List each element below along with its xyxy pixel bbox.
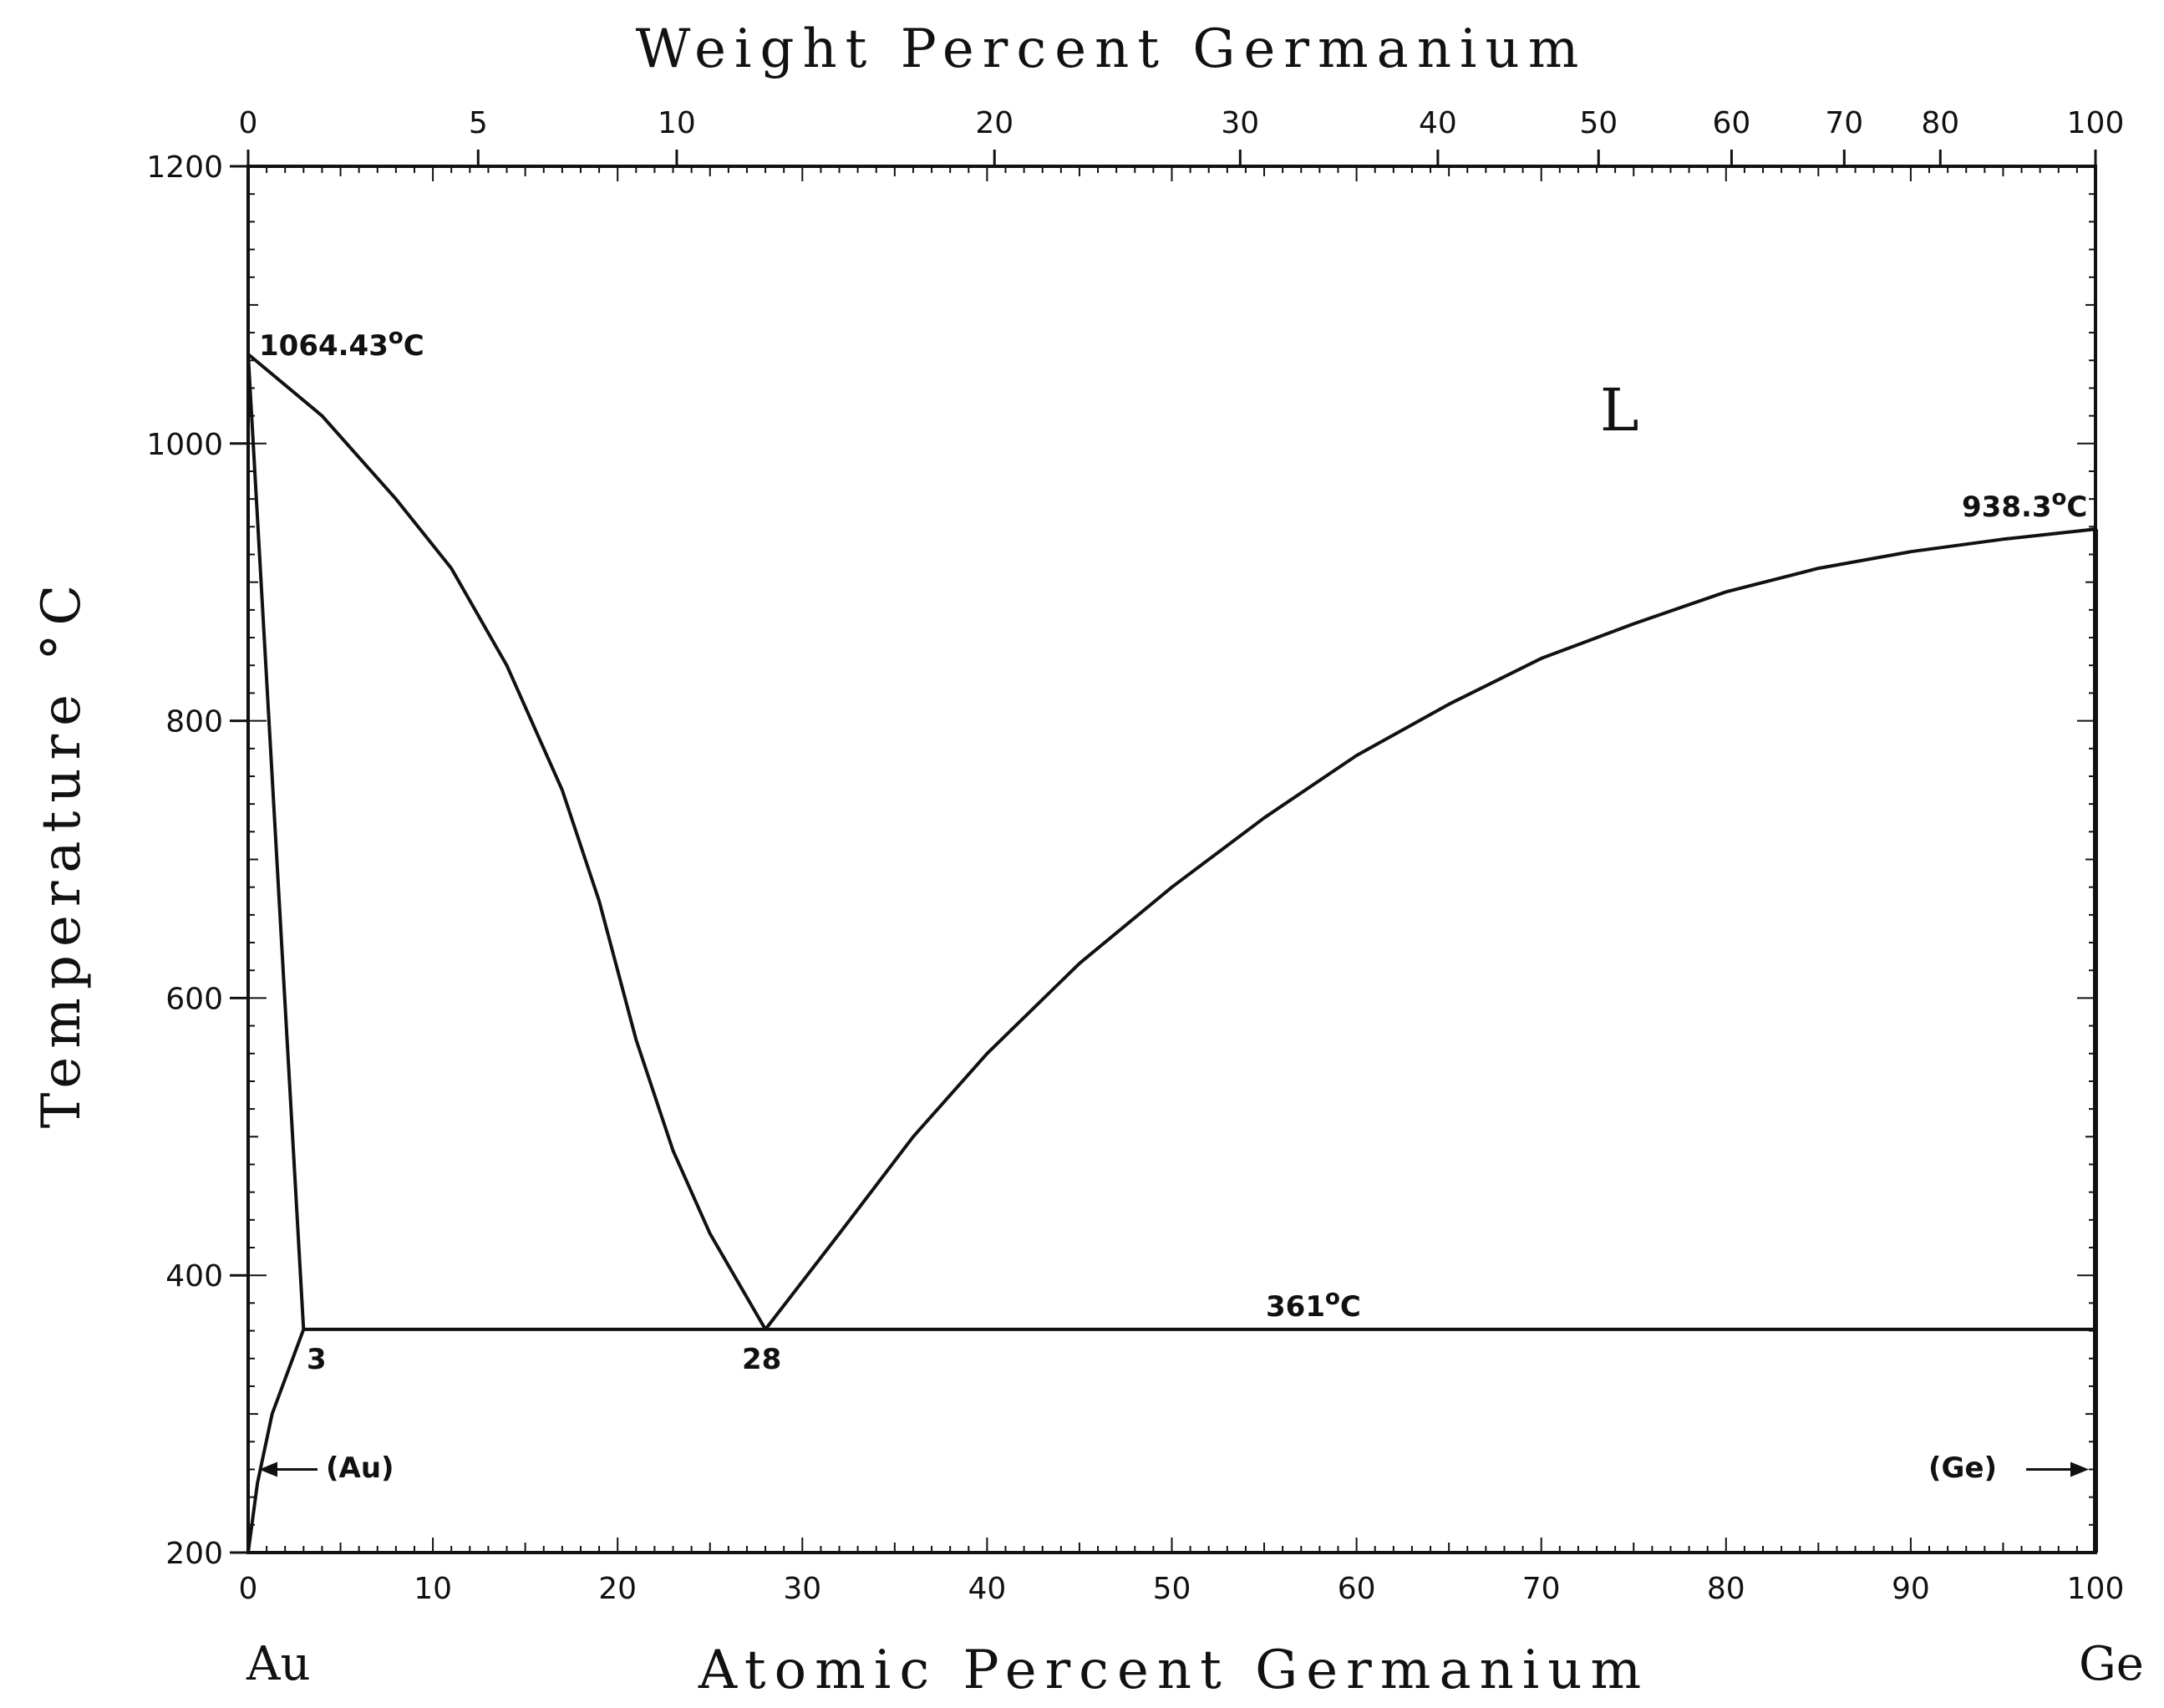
- phase-boundary-line: [246, 1329, 306, 1553]
- x-tick-label: 60: [1338, 1572, 1376, 1606]
- x-tick-label: 30: [783, 1572, 821, 1606]
- x-tick-label: 10: [414, 1572, 452, 1606]
- phase-label-ge: (Ge): [1928, 1451, 1997, 1485]
- x-tick-label: 20: [598, 1572, 637, 1606]
- minor-ticks: [247, 165, 2096, 1553]
- ge-arrow-head: [2070, 1461, 2089, 1477]
- annotation-ge-melting-value: 938.3: [1962, 491, 2052, 524]
- y-tick-label: 400: [165, 1259, 223, 1294]
- annotation-degree-sign: o: [389, 324, 404, 349]
- top-tick-label: 60: [1713, 106, 1751, 140]
- annotation-unit: C: [2066, 491, 2087, 524]
- annotation-ge-melting-point: 938.3oC: [1962, 485, 2087, 524]
- phase-boundary-line: [764, 527, 2096, 1331]
- annotation-degree-sign: o: [2052, 485, 2067, 511]
- top-tick-label: 0: [239, 106, 258, 140]
- bottom-axis-title: Atomic Percent Germanium: [698, 1639, 1649, 1701]
- au-arrow-head: [259, 1461, 277, 1477]
- top-tick-label: 100: [2067, 106, 2125, 140]
- top-tick-label: 80: [1921, 106, 1959, 140]
- x-tick-label: 100: [2067, 1572, 2125, 1606]
- y-tick-label: 200: [165, 1537, 223, 1571]
- top-tick-label: 30: [1221, 106, 1259, 140]
- annotation-degree-sign: o: [1325, 1285, 1340, 1310]
- phase-label-au: (Au): [326, 1451, 394, 1485]
- annotation-unit: C: [404, 329, 424, 363]
- top-tick-label: 10: [658, 106, 696, 140]
- phase-boundary-line: [246, 353, 767, 1330]
- annotation-eutectic-value: 361: [1266, 1290, 1325, 1324]
- y-tick-label: 1000: [146, 428, 223, 462]
- top-tick-label: 50: [1579, 106, 1618, 140]
- tick-labels: 0 10 20 30 40 50 60 70 80 90 100200400600800100012…: [146, 106, 2124, 1606]
- phase-boundaries: [246, 353, 2098, 1553]
- top-tick-label: 70: [1825, 106, 1863, 140]
- major-ticks: [230, 150, 2097, 1554]
- phase-arrows: [259, 1461, 2089, 1477]
- annotation-au-melting-value: 1064.43: [259, 329, 389, 363]
- x-tick-label: 80: [1707, 1572, 1745, 1606]
- x-tick-label: 90: [1892, 1572, 1930, 1606]
- element-label-au: Au: [246, 1637, 311, 1691]
- annotation-composition-28: 28: [742, 1343, 781, 1376]
- y-tick-label: 1200: [146, 150, 223, 185]
- x-tick-label: 50: [1153, 1572, 1191, 1606]
- x-tick-label: 70: [1522, 1572, 1561, 1606]
- top-tick-label: 40: [1419, 106, 1457, 140]
- region-label-liquid: L: [1600, 376, 1638, 445]
- annotation-eutectic-temperature: 361oC: [1266, 1285, 1361, 1324]
- y-tick-label: 800: [165, 705, 223, 740]
- y-tick-label: 600: [165, 982, 223, 1016]
- phase-boundary-line: [246, 353, 306, 1330]
- annotation-unit: C: [1340, 1290, 1361, 1324]
- x-tick-label: 40: [968, 1572, 1006, 1606]
- y-axis-title: Temperature °C: [31, 577, 93, 1129]
- x-tick-label: 0: [239, 1572, 258, 1606]
- top-tick-label: 5: [469, 106, 488, 140]
- top-axis-title: Weight Percent Germanium: [636, 18, 1587, 80]
- annotation-au-melting-point: 1064.43oC: [259, 324, 424, 363]
- plot-frame: [246, 165, 2097, 1554]
- top-tick-label: 20: [975, 106, 1013, 140]
- element-label-ge: Ge: [2079, 1637, 2144, 1691]
- annotation-composition-3: 3: [307, 1343, 327, 1376]
